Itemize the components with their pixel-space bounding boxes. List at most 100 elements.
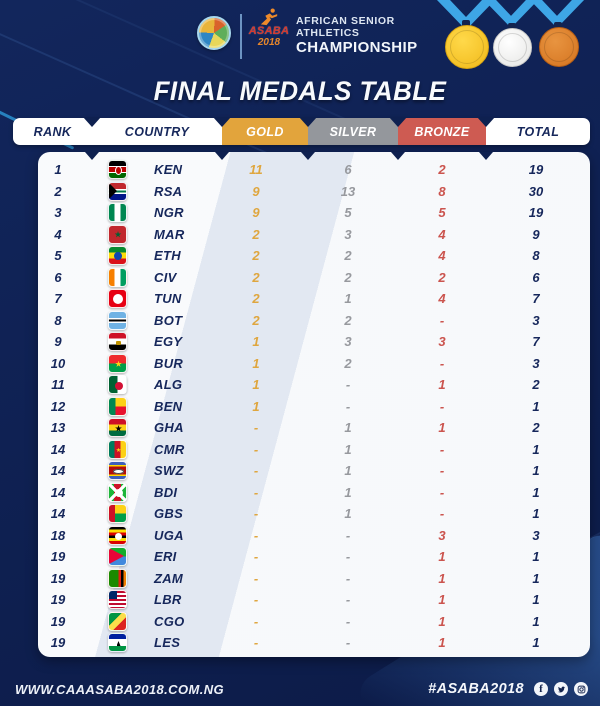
gold-cell: - [253,463,259,478]
bronze-cell: 5 [438,205,446,220]
table-row: 14 CMR - 1 - 1 [38,439,590,461]
bronze-cell: 4 [438,248,446,263]
country-code: ETH [154,248,181,263]
bronze-cell: - [439,463,445,478]
rank-cell: 18 [50,527,66,543]
total-cell: 9 [532,226,540,242]
bronze-cell: 1 [438,377,446,392]
gold-cell: 2 [252,226,260,242]
silver-cell: 1 [344,441,352,457]
gold-cell: 1 [252,334,260,349]
rank-cell: 5 [54,248,62,263]
rank-cell: 8 [54,312,62,328]
silver-cell: 1 [344,506,352,521]
total-cell: 1 [532,549,540,564]
country-flag-icon [108,224,127,244]
country-flag-icon [108,181,127,201]
silver-cell: 2 [344,269,352,285]
country-flag-icon [108,289,127,308]
total-cell: 1 [532,463,540,478]
country-code: ALG [154,377,183,392]
total-cell: 1 [532,441,540,457]
bronze-cell: 4 [438,226,446,242]
silver-cell: - [345,377,351,392]
medal-clasp [554,22,562,29]
country-code: CIV [154,269,177,285]
table-row: 19 LES - - 1 1 [38,632,590,654]
bronze-cell: 8 [438,183,446,199]
country-flag-icon [108,246,127,265]
bronze-cell: - [439,312,445,328]
country-code: MAR [154,226,185,242]
silver-cell: 1 [344,463,352,478]
table-body: 1 KEN 11 6 2 19 2 RSA 9 13 8 30 3 NGR 9 … [38,159,590,654]
bronze-cell: - [439,355,445,371]
silver-cell: - [345,549,351,564]
event-name: AFRICAN SENIOR ATHLETICS CHAMPIONSHIP [296,15,417,57]
column-header-gold: GOLD [222,118,308,145]
country-code: UGA [154,527,184,543]
silver-cell: - [345,570,351,586]
country-code: EGY [154,334,183,349]
rank-cell: 19 [50,592,66,607]
gold-cell: 1 [252,355,260,371]
page-title: FINAL MEDALS TABLE [153,76,447,106]
runner-icon [260,8,278,26]
gold-medal-ribbon [437,0,495,30]
table-row: 19 CGO - - 1 1 [38,611,590,633]
table-row: 19 LBR - - 1 1 [38,589,590,611]
rank-cell: 13 [50,420,66,435]
header-notch [477,117,495,127]
country-flag-icon [108,461,127,480]
rank-cell: 1 [54,162,62,177]
silver-cell: 2 [344,312,352,328]
gold-cell: - [253,613,259,629]
bronze-cell: 2 [438,162,446,177]
country-flag-icon [108,568,127,588]
panel-notch [391,152,405,160]
country-flag-icon [108,547,127,566]
table-row: 8 BOT 2 2 - 3 [38,310,590,332]
country-flag-icon [108,160,127,179]
panel-notch [479,152,493,160]
asaba-2018-logo: ASABA 2018 [247,8,291,48]
country-flag-icon [108,418,127,437]
country-flag-icon [108,611,127,631]
country-flag-icon [108,439,127,459]
rank-cell: 19 [50,635,66,650]
total-cell: 1 [532,398,540,414]
gold-cell: 2 [252,291,260,306]
table-row: 7 TUN 2 1 4 7 [38,288,590,310]
column-header-silver: SILVER [308,118,398,145]
gold-cell: - [253,506,259,521]
country-flag-icon [108,267,127,287]
total-cell: 1 [532,613,540,629]
total-cell: 3 [532,527,540,543]
silver-cell: 2 [344,355,352,371]
table-row: 13 GHA - 1 1 2 [38,417,590,439]
gold-cell: - [253,484,259,500]
bronze-cell: 3 [438,334,446,349]
bronze-cell: - [439,441,445,457]
country-flag-icon [108,504,127,523]
rank-cell: 7 [54,291,62,306]
gold-cell: - [253,549,259,564]
country-code: TUN [154,291,182,306]
gold-cell: 9 [252,183,260,199]
event-name-line1: AFRICAN SENIOR [296,15,395,27]
total-cell: 1 [532,506,540,521]
table-row: 1 KEN 11 6 2 19 [38,159,590,181]
rank-cell: 14 [50,484,66,500]
silver-cell: 1 [344,420,352,435]
country-flag-icon [108,310,127,330]
rank-cell: 3 [54,205,62,220]
gold-cell: 1 [252,398,260,414]
silver-cell: - [345,592,351,607]
total-cell: 6 [532,269,540,285]
country-code: LBR [154,592,182,607]
gold-cell: 1 [252,377,260,392]
event-name-line2: ATHLETICS [296,27,360,39]
total-cell: 3 [532,355,540,371]
silver-cell: 1 [344,484,352,500]
table-header: RANK COUNTRY GOLD SILVER BRONZE TOTAL [13,117,590,145]
